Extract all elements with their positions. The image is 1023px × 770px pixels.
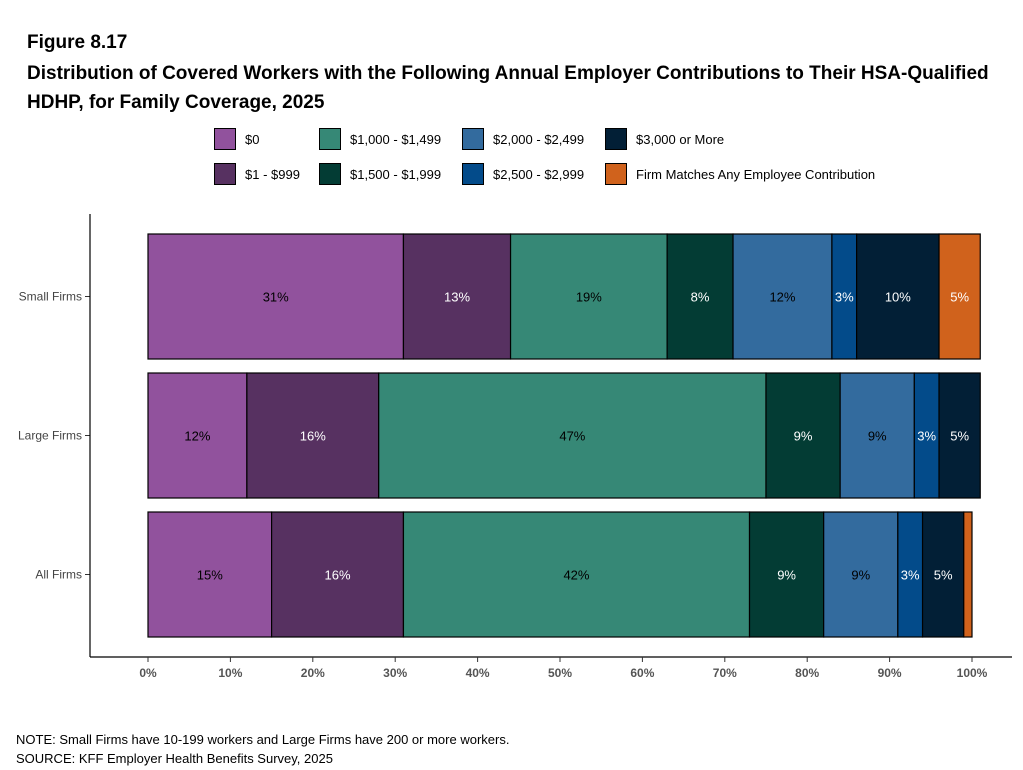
data-label: 9% (868, 429, 887, 444)
legend-item: $1,000 - $1,499 (319, 127, 441, 151)
bar-segment (147, 233, 405, 360)
data-label: 16% (325, 568, 351, 583)
bar-segment (921, 511, 965, 638)
data-label: 12% (184, 429, 210, 444)
legend-swatch (214, 163, 236, 185)
x-tick-label: 70% (713, 666, 737, 680)
legend-item: $1 - $999 (214, 162, 300, 186)
x-tick-label: 100% (957, 666, 988, 680)
bar-segment (147, 511, 273, 638)
category-label: Large Firms (18, 429, 82, 443)
legend-swatch (462, 163, 484, 185)
x-tick-label: 30% (383, 666, 407, 680)
x-tick-label: 50% (548, 666, 572, 680)
legend-item: $1,500 - $1,999 (319, 162, 441, 186)
bar-segment (246, 372, 380, 499)
data-label: 3% (901, 568, 920, 583)
data-label: 31% (263, 290, 289, 305)
data-label: 9% (851, 568, 870, 583)
data-label: 16% (300, 429, 326, 444)
x-tick-label: 40% (466, 666, 490, 680)
legend: $0 $1 - $999 $1,000 - $1,499 $1,500 - $1… (214, 127, 914, 191)
notes: NOTE: Small Firms have 10-199 workers an… (16, 730, 509, 768)
bar-segment (732, 233, 833, 360)
bar-segment (963, 511, 973, 638)
bar-segment (856, 233, 940, 360)
data-label: 19% (576, 290, 602, 305)
legend-label: $1,000 - $1,499 (350, 131, 442, 147)
data-label: 5% (934, 568, 953, 583)
legend-label: $3,000 or More (636, 131, 725, 147)
stacked-bar-chart: 31% 13% 19% 8% 12% 3% 10% 5% Small Firms 12% 16% 47… (18, 214, 1012, 680)
source-text: SOURCE: KFF Employer Health Benefits Sur… (16, 751, 333, 766)
data-label: 5% (950, 429, 969, 444)
legend-label: $1 - $999 (245, 166, 300, 182)
note-text: NOTE: Small Firms have 10-199 workers an… (16, 732, 510, 747)
legend-swatch (605, 128, 627, 150)
legend-label: $2,000 - $2,499 (493, 131, 585, 147)
bar-segment (839, 372, 915, 499)
data-label: 13% (444, 290, 470, 305)
data-label: 12% (769, 290, 795, 305)
legend-swatch (214, 128, 236, 150)
category-label: Small Firms (19, 290, 82, 304)
data-label: 8% (691, 290, 710, 305)
bar-segment (402, 511, 751, 638)
bar-segment (831, 233, 858, 360)
legend-item: $0 (214, 127, 259, 151)
legend-label: $2,500 - $2,999 (493, 166, 585, 182)
legend-label: $0 (245, 131, 260, 147)
title-block: Figure 8.17 Distribution of Covered Work… (27, 30, 1007, 117)
data-label: 9% (794, 429, 813, 444)
bar-segment (147, 372, 248, 499)
figure-number: Figure 8.17 (27, 32, 128, 53)
bar-segment (765, 372, 841, 499)
bar-segment (509, 233, 668, 360)
legend-item: $2,000 - $2,499 (462, 127, 584, 151)
data-label: 9% (777, 568, 796, 583)
data-label: 3% (835, 290, 854, 305)
bar-segment (938, 233, 981, 360)
data-label: 5% (950, 290, 969, 305)
legend-item: $2,500 - $2,999 (462, 162, 584, 186)
x-tick-label: 60% (630, 666, 654, 680)
category-label: All Firms (35, 568, 82, 582)
legend-item: $3,000 or More (605, 127, 724, 151)
x-tick-label: 0% (139, 666, 157, 680)
legend-item: Firm Matches Any Employee Contribution (605, 162, 875, 186)
x-tick-label: 90% (878, 666, 902, 680)
bar-segment (271, 511, 405, 638)
legend-swatch (462, 128, 484, 150)
bar-segment (823, 511, 899, 638)
data-label: 42% (563, 568, 589, 583)
data-label: 3% (917, 429, 936, 444)
data-label: 15% (197, 568, 223, 583)
x-tick-label: 80% (795, 666, 819, 680)
bar-segment (748, 511, 825, 638)
bar-segment (938, 372, 981, 499)
bar-segment (666, 233, 734, 360)
legend-label: $1,500 - $1,999 (350, 166, 442, 182)
figure-title: Distribution of Covered Workers with the… (27, 63, 989, 113)
bar-segment (402, 233, 512, 360)
x-tick-label: 20% (301, 666, 325, 680)
legend-swatch (319, 128, 341, 150)
bar-segment (378, 372, 767, 499)
legend-label: Firm Matches Any Employee Contribution (636, 166, 876, 182)
data-label: 10% (885, 290, 911, 305)
data-label: 47% (559, 429, 585, 444)
x-tick-label: 10% (218, 666, 242, 680)
legend-swatch (319, 163, 341, 185)
legend-swatch (605, 163, 627, 185)
